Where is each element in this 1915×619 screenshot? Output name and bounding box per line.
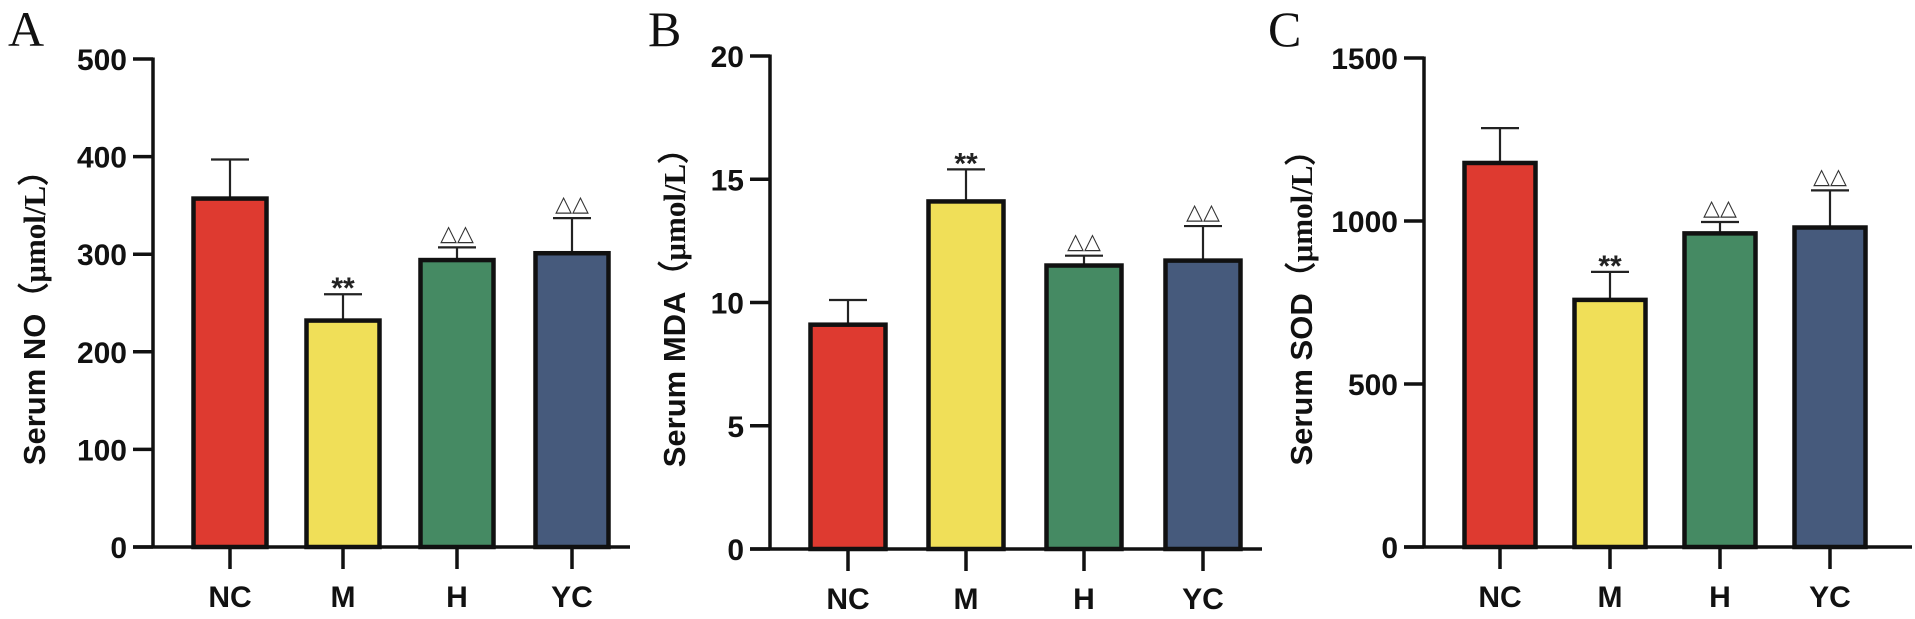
panel-b: B Serum MDA（μmol/L） NC ** M △△ H △△ YC 0 5 10 15 20 [648,1,1262,616]
significance-marker: △△ [555,192,589,217]
y-axis-label-unit: （μmol/L） [1284,134,1319,293]
y-axis-label-main: Serum NO [17,314,52,466]
x-tick-label: YC [551,581,593,614]
y-tick-label: 1000 [1331,206,1398,239]
y-axis-label-unit: （μmol/L） [657,133,692,292]
panel-letter-c: C [1268,1,1301,57]
x-tick-label: YC [1182,583,1224,616]
y-axis-label: Serum NO（μmol/L） [17,155,52,465]
y-tick-label: 10 [711,288,744,321]
y-tick-label: 500 [1348,369,1398,402]
x-tick-label: H [1073,583,1095,616]
x-tick-label: NC [1478,581,1521,614]
bar-m [304,318,382,550]
bar-yc [1792,225,1868,550]
significance-marker: △△ [440,221,474,246]
bar-h [1682,231,1758,550]
y-tick-label: 20 [711,41,744,74]
bar-yc [533,250,611,550]
significance-marker: ** [1598,250,1622,283]
x-tick-label: H [1709,581,1731,614]
panel-letter-b: B [648,1,681,57]
x-tick-label: M [954,583,979,616]
x-tick-label: H [446,581,468,614]
bar-nc [808,322,888,552]
y-tick-label: 400 [77,142,127,175]
significance-marker: △△ [1813,164,1847,189]
bar-m [926,199,1006,552]
bar-nc [191,196,269,550]
y-tick-label: 500 [77,44,127,77]
panel-a: A Serum NO（μmol/L） NC ** M △△ H △△ YC 0 100 200 30… [8,1,630,614]
y-tick-label: 0 [727,534,744,567]
y-axis-label-main: Serum SOD [1284,293,1319,465]
bar-h [1044,263,1124,552]
y-axis-label: Serum MDA（μmol/L） [657,133,692,468]
bar-h [418,257,496,550]
x-tick-label: M [1598,581,1623,614]
significance-marker: ** [954,147,978,180]
y-axis-label-unit: （μmol/L） [17,155,52,314]
panel-letter-a: A [8,1,44,57]
panel-c: C Serum SOD（μmol/L） NC ** M △△ H △△ YC 0 500 1000… [1268,1,1912,614]
x-tick-label: NC [826,583,869,616]
y-tick-label: 0 [1381,532,1398,565]
x-tick-label: YC [1809,581,1851,614]
y-tick-label: 200 [77,337,127,370]
bar-nc [1462,160,1538,550]
bar-yc [1163,258,1243,552]
y-axis-label-main: Serum MDA [657,292,692,468]
y-tick-label: 100 [77,434,127,467]
x-tick-label: M [331,581,356,614]
bar-m [1572,297,1648,550]
significance-marker: △△ [1703,196,1737,221]
y-tick-label: 300 [77,239,127,272]
x-tick-label: NC [208,581,251,614]
y-tick-label: 0 [110,532,127,565]
significance-marker: △△ [1067,230,1101,255]
y-tick-label: 5 [727,411,744,444]
y-tick-label: 1500 [1331,43,1398,76]
significance-marker: ** [331,272,355,305]
y-axis-label: Serum SOD（μmol/L） [1284,134,1319,465]
y-tick-label: 15 [711,164,744,197]
significance-marker: △△ [1186,200,1220,225]
